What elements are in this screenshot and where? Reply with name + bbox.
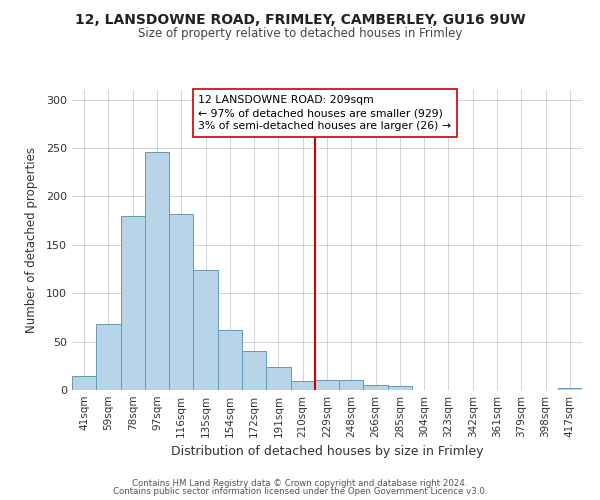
Bar	[290, 382, 315, 390]
Bar	[121, 216, 145, 390]
Text: 12 LANSDOWNE ROAD: 209sqm
← 97% of detached houses are smaller (929)
3% of semi-: 12 LANSDOWNE ROAD: 209sqm ← 97% of detac…	[198, 95, 451, 131]
Bar	[558, 388, 582, 390]
Bar	[193, 270, 218, 390]
Bar	[315, 380, 339, 390]
Bar	[339, 380, 364, 390]
Text: Size of property relative to detached houses in Frimley: Size of property relative to detached ho…	[138, 28, 462, 40]
Text: Contains public sector information licensed under the Open Government Licence v3: Contains public sector information licen…	[113, 487, 487, 496]
Bar	[96, 324, 121, 390]
Y-axis label: Number of detached properties: Number of detached properties	[25, 147, 38, 333]
X-axis label: Distribution of detached houses by size in Frimley: Distribution of detached houses by size …	[171, 446, 483, 458]
Bar	[218, 330, 242, 390]
Bar	[388, 386, 412, 390]
Text: 12, LANSDOWNE ROAD, FRIMLEY, CAMBERLEY, GU16 9UW: 12, LANSDOWNE ROAD, FRIMLEY, CAMBERLEY, …	[74, 12, 526, 26]
Bar	[145, 152, 169, 390]
Text: Contains HM Land Registry data © Crown copyright and database right 2024.: Contains HM Land Registry data © Crown c…	[132, 478, 468, 488]
Bar	[242, 352, 266, 390]
Bar	[72, 376, 96, 390]
Bar	[364, 385, 388, 390]
Bar	[266, 367, 290, 390]
Bar	[169, 214, 193, 390]
